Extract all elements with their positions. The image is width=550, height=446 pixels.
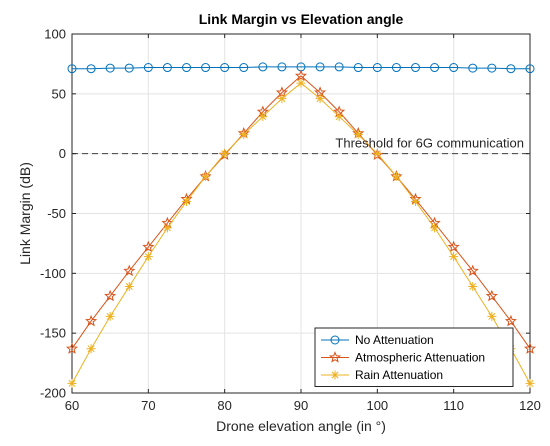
- data-point: [182, 63, 191, 73]
- y-tick-label: 100: [44, 27, 66, 42]
- series-line: [72, 66, 530, 70]
- x-tick-label: 90: [294, 398, 308, 413]
- data-point: [504, 314, 517, 327]
- data-point: [85, 314, 98, 327]
- data-point: [447, 240, 460, 253]
- data-point: [143, 63, 153, 73]
- data-point: [315, 94, 325, 104]
- data-point: [277, 94, 287, 104]
- legend-item: Rain Attenuation: [321, 368, 443, 382]
- data-point: [105, 63, 115, 73]
- legend: No Attenuation Atmospheric Attenuation Rai…: [314, 327, 514, 387]
- legend-marker: [328, 351, 342, 363]
- data-point: [104, 289, 117, 302]
- data-point: [86, 64, 96, 74]
- data-point: [391, 171, 401, 181]
- x-axis-label: Drone elevation angle (in °): [216, 418, 386, 434]
- x-tick-label: 60: [65, 398, 79, 413]
- series-line: [71, 75, 531, 350]
- data-point: [449, 252, 459, 262]
- data-point: [105, 311, 115, 321]
- data-point: [430, 223, 440, 233]
- series-0: [67, 62, 535, 74]
- data-point: [201, 63, 211, 73]
- data-point: [525, 64, 535, 74]
- data-point: [239, 130, 249, 140]
- data-point: [430, 63, 440, 73]
- x-tick-label: 80: [217, 398, 231, 413]
- data-point: [182, 197, 191, 207]
- series-group: [65, 62, 537, 388]
- x-tick-label: 100: [366, 398, 388, 413]
- y-tick-label: 0: [59, 146, 66, 161]
- axis-ticks: 60 70 80 90 100 110 120 -200 -150 -100 -50 0 50 100: [40, 27, 541, 414]
- legend-label: No Attenuation: [355, 333, 434, 347]
- data-point: [296, 78, 306, 88]
- data-point: [220, 63, 230, 73]
- legend-marker: [330, 370, 340, 380]
- legend-item: Atmospheric Attenuation: [321, 351, 485, 365]
- data-point: [239, 63, 249, 73]
- data-point: [487, 311, 497, 321]
- legend-label: Rain Attenuation: [355, 368, 443, 382]
- data-point: [142, 240, 155, 253]
- data-point: [372, 149, 382, 159]
- data-point: [258, 112, 268, 122]
- x-tick-label: 110: [443, 398, 464, 413]
- data-point: [67, 378, 77, 388]
- threshold-label: Threshold for 6G communication: [335, 136, 524, 151]
- legend-item: No Attenuation: [321, 333, 434, 347]
- data-point: [201, 171, 211, 181]
- data-point: [506, 64, 516, 74]
- data-point: [162, 63, 172, 73]
- data-point: [334, 112, 344, 122]
- y-tick-label: -50: [47, 206, 66, 221]
- series-2: [67, 78, 535, 388]
- data-point: [334, 62, 344, 72]
- y-tick-label: -200: [40, 386, 66, 401]
- legend-label: Atmospheric Attenuation: [355, 351, 485, 365]
- legend-marker: [330, 335, 340, 345]
- data-point: [468, 281, 478, 291]
- data-point: [411, 197, 420, 207]
- data-point: [372, 63, 382, 73]
- data-point: [86, 344, 96, 354]
- data-point: [143, 252, 153, 262]
- data-point: [67, 64, 77, 74]
- data-point: [124, 63, 134, 73]
- y-axis-label: Link Margin (dB): [17, 162, 33, 265]
- chart-title: Link Margin vs Elevation angle: [199, 11, 404, 27]
- x-tick-label: 70: [141, 398, 155, 413]
- data-point: [162, 223, 172, 233]
- data-point: [523, 342, 537, 354]
- data-point: [525, 378, 535, 388]
- data-point: [487, 63, 497, 73]
- data-point: [449, 63, 459, 73]
- data-point: [277, 62, 287, 72]
- data-point: [485, 289, 498, 302]
- y-tick-label: -100: [40, 266, 66, 281]
- data-point: [315, 62, 325, 72]
- data-point: [258, 62, 268, 72]
- data-point: [124, 281, 134, 291]
- x-tick-label: 120: [519, 398, 541, 413]
- data-point: [353, 63, 363, 73]
- data-point: [468, 63, 478, 73]
- data-point: [294, 69, 308, 82]
- y-tick-label: -150: [40, 326, 66, 341]
- data-point: [220, 149, 230, 159]
- data-point: [391, 63, 401, 73]
- y-tick-label: 50: [52, 86, 66, 101]
- data-point: [123, 264, 136, 277]
- data-point: [466, 264, 479, 277]
- data-point: [411, 63, 420, 73]
- data-point: [353, 130, 363, 140]
- data-point: [65, 342, 79, 354]
